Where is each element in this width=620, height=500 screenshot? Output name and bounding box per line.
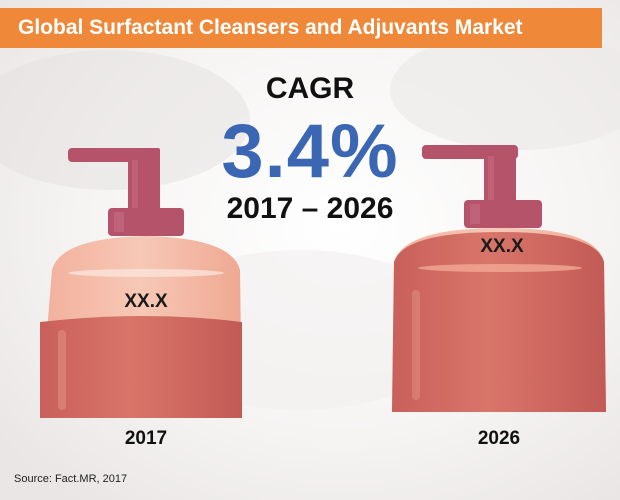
- cagr-period: 2017 – 2026: [226, 192, 394, 225]
- cagr-value: 3.4%: [221, 109, 399, 194]
- page-title-banner: Global Surfactant Cleansers and Adjuvant…: [0, 8, 602, 48]
- source-note: Source: Fact.MR, 2017: [14, 473, 128, 485]
- bottle-2026-value: XX.X: [480, 236, 524, 257]
- bottle-2017: [40, 148, 242, 418]
- page-title: Global Surfactant Cleansers and Adjuvant…: [18, 16, 523, 39]
- year-label-2026: 2026: [477, 428, 521, 449]
- cagr-label: CAGR: [265, 72, 355, 105]
- year-label-2017: 2017: [124, 428, 168, 449]
- bottle-2017-value: XX.X: [124, 291, 168, 312]
- bottle-2026: [392, 145, 606, 412]
